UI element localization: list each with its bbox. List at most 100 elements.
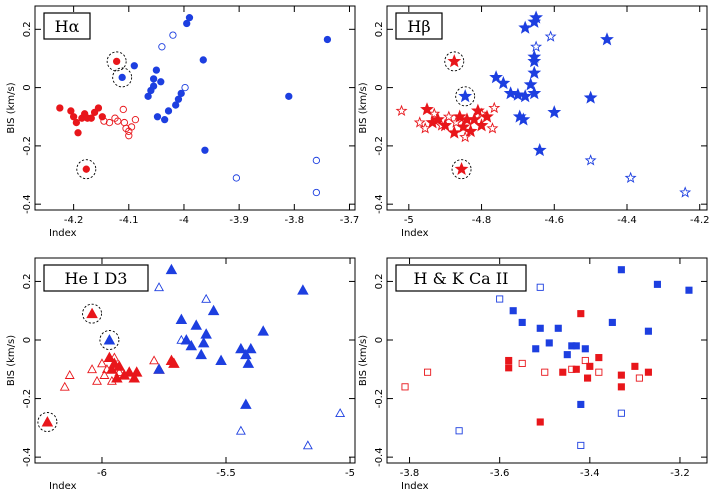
blue-filled-circle-point [152,66,161,74]
red-open-square-point [595,368,603,376]
red-filled-triangle-point [123,366,136,377]
red-filled-square-point [505,356,513,365]
blue-filled-triangle-point [207,304,220,316]
blue-filled-star-point [583,90,598,104]
red-open-triangle-point [87,364,98,374]
red-filled-star-point [431,112,445,126]
blue-filled-star-point [529,10,543,24]
blue-filled-star-point [496,75,511,90]
red-filled-square-point [584,374,592,382]
blue-filled-star-point [458,89,473,103]
x-tick-label: -3.9 [229,215,249,226]
highlight-ring [82,303,103,324]
blue-open-circle-point [312,156,321,165]
red-filled-star-point [474,118,489,132]
x-tick-label: -3.6 [490,468,510,479]
blue-filled-circle-point [201,146,209,154]
red-open-triangle-point [59,381,70,391]
blue-filled-star-point [527,65,542,79]
plot-frame [34,257,356,464]
panel-h-beta: -5 -4.8 -4.6 -4.4 -4.2 0.2 0 -0.2 -0.4 Index BIS (… [358,5,709,239]
red-filled-square-point [617,383,625,391]
red-filled-circle-point [87,114,95,122]
blue-filled-star-point [547,105,562,119]
blue-filled-triangle-point [242,357,255,368]
red-filled-triangle-point [111,372,123,383]
panel-title: He I D3 [65,269,128,288]
blue-open-circle-point [169,31,177,39]
panel-title-box: H & K Ca II [395,264,527,292]
x-tick-label: -3.4 [580,468,600,479]
blue-open-star-point [530,40,543,52]
panel-title: H & K Ca II [414,269,509,288]
red-filled-star-point [420,102,434,116]
x-tick-label: -4.8 [472,215,492,226]
title-frame [395,12,443,40]
red-filled-square-point [595,354,603,362]
panel-title: Hβ [407,17,430,36]
blue-filled-triangle-point [235,342,247,354]
y-tick-label: 0.2 [22,21,33,37]
red-open-square-point [518,359,526,367]
blue-filled-circle-point [183,19,191,28]
blue-filled-star-point [532,143,547,157]
blue-filled-square-point [577,400,585,408]
blue-filled-star-point [518,20,533,34]
blue-filled-circle-point [161,116,169,124]
y-tick-label: 0.2 [22,273,33,289]
blue-filled-triangle-point [103,334,116,345]
red-open-circle-point [127,123,136,131]
panel-title: Hα [55,17,80,36]
blue-filled-square-point [554,324,562,332]
blue-filled-triangle-point [153,363,165,374]
blue-filled-triangle-point [175,313,188,324]
blue-filled-triangle-point [195,348,207,360]
x-tick-label: -6 [97,468,107,479]
x-axis-label: Index [401,481,429,489]
red-open-star-point [450,116,463,128]
red-filled-circle-point [72,118,81,127]
red-open-circle-point [114,117,122,125]
blue-filled-star-point [516,112,531,126]
red-open-circle-point [105,118,114,127]
blue-filled-square-point [536,324,544,332]
blue-open-square-point [496,295,504,303]
blue-filled-triangle-point [190,319,203,330]
red-filled-triangle-point [86,307,98,319]
y-tick-label: -0.4 [374,194,385,214]
blue-filled-square-point [653,280,661,288]
red-open-triangle-point [149,355,160,365]
x-tick-label: -3.2 [670,468,690,479]
blue-filled-triangle-point [200,328,212,339]
highlight-ring [106,51,127,72]
y-axis-label: BIS (km/s) [6,82,17,133]
y-tick-label: -0.4 [22,447,33,467]
blue-filled-square-point [518,318,526,326]
y-axis-label: BIS (km/s) [358,335,369,386]
title-frame [43,12,91,40]
blue-open-star-point [624,171,637,184]
red-filled-square-point [617,371,625,379]
red-filled-square-point [505,364,513,372]
x-tick-label: -4.1 [119,215,139,226]
panel-title-box: Hα [43,12,91,40]
y-tick-label: -0.4 [22,194,33,214]
y-tick-label: 0 [374,84,385,90]
blue-filled-circle-point [177,89,185,98]
red-filled-circle-point [69,113,78,121]
blue-open-circle-point [158,43,166,51]
highlight-ring [444,51,465,72]
red-open-star-point [419,122,432,134]
red-open-triangle-point [109,352,120,362]
x-tick-label: -3.8 [400,468,420,479]
red-filled-triangle-point [130,366,143,377]
blue-filled-circle-point [144,92,152,100]
panel-title-box: Hβ [395,12,443,40]
blue-filled-square-point [532,345,540,353]
y-tick-label: 0 [22,337,33,343]
panel-h-alpha: -4.2 -4.1 -4 -3.9 -3.8 -3.7 0.2 0 -0.2 -0.4 Index B… [6,5,359,239]
highlight-ring [455,86,476,107]
blue-filled-square-point [545,339,553,347]
blue-open-triangle-point [302,440,313,450]
